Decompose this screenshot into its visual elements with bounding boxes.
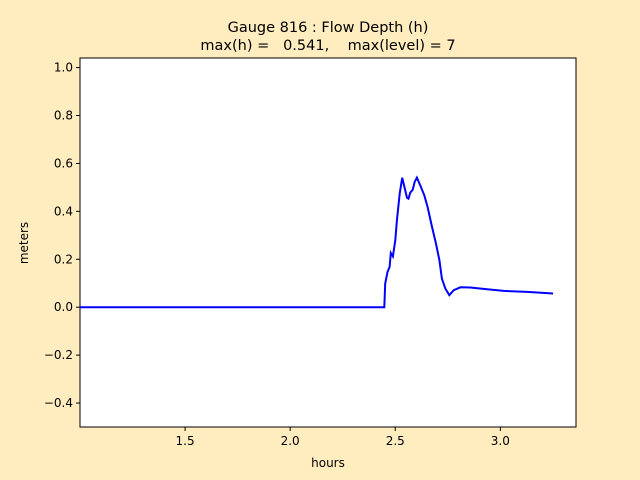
- chart-title: Gauge 816 : Flow Depth (h): [228, 20, 429, 36]
- x-tick-label: 2.0: [281, 434, 300, 448]
- y-tick-label: 0.8: [54, 109, 73, 123]
- x-tick-label: 3.0: [491, 434, 510, 448]
- y-tick-label: 0.2: [54, 252, 73, 266]
- y-tick-label: −0.2: [44, 348, 73, 362]
- y-tick-label: −0.4: [44, 396, 73, 410]
- plot-area: [79, 57, 577, 428]
- y-tick-label: 0.6: [54, 156, 73, 170]
- y-tick-label: 0.0: [54, 300, 73, 314]
- x-axis-label: hours: [311, 456, 345, 470]
- chart-subtitle: max(h) = 0.541, max(level) = 7: [200, 38, 455, 54]
- y-axis: −0.4 −0.2 0.0 0.2 0.4 0.6 0.8 1.0: [44, 61, 80, 410]
- y-tick-label: 1.0: [54, 61, 73, 75]
- x-tick-label: 2.5: [386, 434, 405, 448]
- y-axis-label: meters: [17, 222, 31, 264]
- x-tick-label: 1.5: [176, 434, 195, 448]
- y-tick-label: 0.4: [54, 204, 73, 218]
- flow-depth-line: [80, 175, 554, 309]
- x-axis: 1.5 2.0 2.5 3.0: [176, 427, 510, 448]
